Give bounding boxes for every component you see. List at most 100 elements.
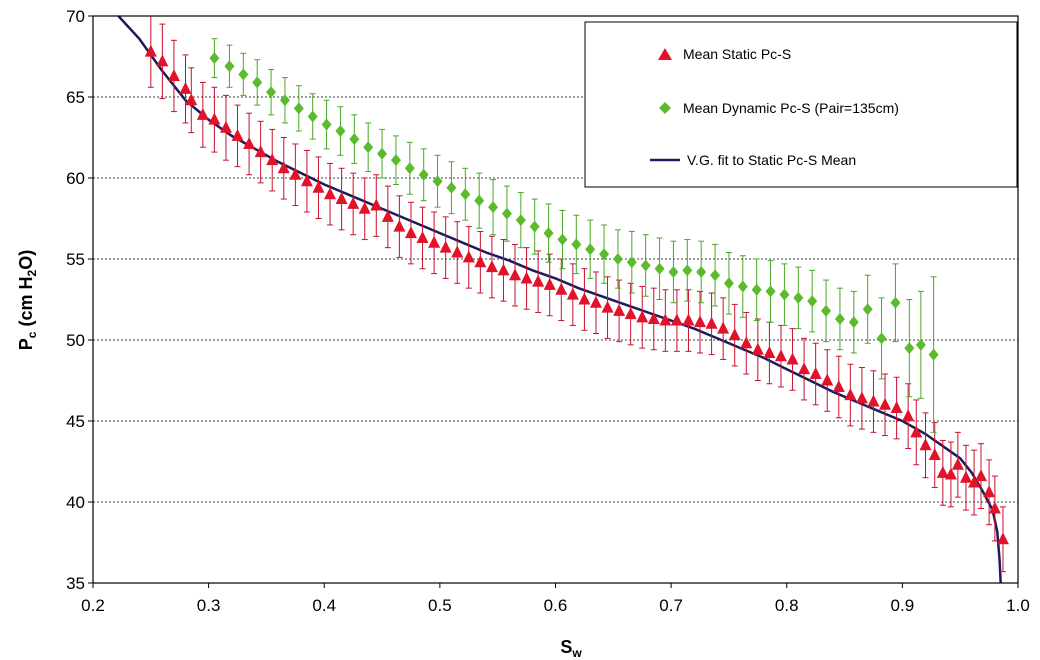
dynamic-point [349, 133, 360, 146]
static-point [289, 167, 302, 180]
static-point [919, 438, 932, 451]
dynamic-point [737, 280, 748, 293]
dynamic-point [723, 277, 734, 290]
x-tick-label: 0.9 [891, 596, 915, 615]
static-point [156, 54, 169, 67]
dynamic-point [390, 154, 401, 167]
dynamic-point [488, 201, 499, 214]
static-point [855, 391, 868, 404]
dynamic-point [765, 285, 776, 298]
static-point [601, 300, 614, 313]
static-point [763, 345, 776, 358]
static-point [740, 336, 753, 349]
static-point [312, 180, 325, 193]
static-point [543, 277, 556, 290]
x-tick-label: 0.5 [428, 596, 452, 615]
static-point [879, 397, 892, 410]
dynamic-point [779, 288, 790, 301]
x-tick-label: 0.2 [81, 596, 105, 615]
static-point [798, 362, 811, 375]
static-point [254, 145, 267, 158]
dynamic-point [446, 181, 457, 194]
dynamic-point [529, 220, 540, 233]
dynamic-point [682, 264, 693, 277]
static-point [485, 260, 498, 273]
static-point [832, 379, 845, 392]
static-point [347, 196, 360, 209]
static-point [578, 292, 591, 305]
static-point [951, 457, 964, 470]
static-point [566, 287, 579, 300]
static-point [196, 107, 209, 120]
static-point [520, 271, 533, 284]
dynamic-point [626, 256, 637, 269]
static-point [474, 255, 487, 268]
dynamic-point [238, 68, 249, 81]
dynamic-point [432, 175, 443, 188]
dynamic-point [335, 125, 346, 138]
static-point [300, 174, 313, 187]
static-point [370, 198, 383, 211]
y-tick-label: 50 [66, 331, 85, 350]
dynamic-point [266, 86, 277, 99]
static-point [277, 161, 290, 174]
static-series [144, 15, 1009, 573]
static-point [928, 448, 941, 461]
static-point [613, 303, 626, 316]
dynamic-point [862, 303, 873, 316]
dynamic-point [834, 312, 845, 325]
static-point [751, 342, 764, 355]
static-point [636, 310, 649, 323]
legend-label-fit: V.G. fit to Static Pc-S Mean [687, 152, 856, 168]
legend-diamond-marker [659, 102, 671, 114]
dynamic-point [876, 332, 887, 345]
legend-triangle-marker [658, 48, 672, 60]
static-point [532, 274, 545, 287]
static-point [624, 307, 637, 320]
dynamic-point [515, 214, 526, 227]
dynamic-point [543, 227, 554, 240]
static-point [509, 268, 522, 281]
x-tick-label: 0.4 [312, 596, 336, 615]
dynamic-point [599, 248, 610, 261]
static-point [219, 120, 232, 133]
y-tick-label: 70 [66, 7, 85, 26]
static-point [497, 263, 510, 276]
static-point [439, 240, 452, 253]
static-point [910, 425, 923, 438]
dynamic-point [654, 262, 665, 275]
dynamic-point [377, 147, 388, 160]
x-tick-label: 0.3 [197, 596, 221, 615]
static-point [179, 81, 192, 94]
static-point [996, 532, 1009, 545]
static-point [266, 153, 279, 166]
dynamic-point [585, 243, 596, 256]
dynamic-point [793, 291, 804, 304]
dynamic-point [474, 194, 485, 207]
static-point [821, 373, 834, 386]
dynamic-point [209, 52, 220, 65]
static-point [659, 313, 672, 326]
static-point [404, 226, 417, 239]
static-point [589, 295, 602, 308]
fit-line [117, 15, 1002, 584]
dynamic-point [904, 342, 915, 355]
y-axis-title: Pc (cm H2O) [16, 250, 39, 350]
static-point [988, 501, 1001, 514]
static-point [243, 136, 256, 149]
dynamic-point [928, 348, 939, 361]
dynamic-point [460, 188, 471, 201]
dynamic-point [404, 162, 415, 175]
y-tick-label: 55 [66, 250, 85, 269]
dynamic-point [418, 168, 429, 181]
static-point [682, 313, 695, 326]
static-point [231, 128, 244, 141]
dynamic-point [696, 265, 707, 278]
static-point [983, 485, 996, 498]
static-point [786, 352, 799, 365]
y-tick-label: 65 [66, 88, 85, 107]
static-point [694, 315, 707, 328]
static-point [936, 465, 949, 478]
dynamic-point [890, 296, 901, 309]
